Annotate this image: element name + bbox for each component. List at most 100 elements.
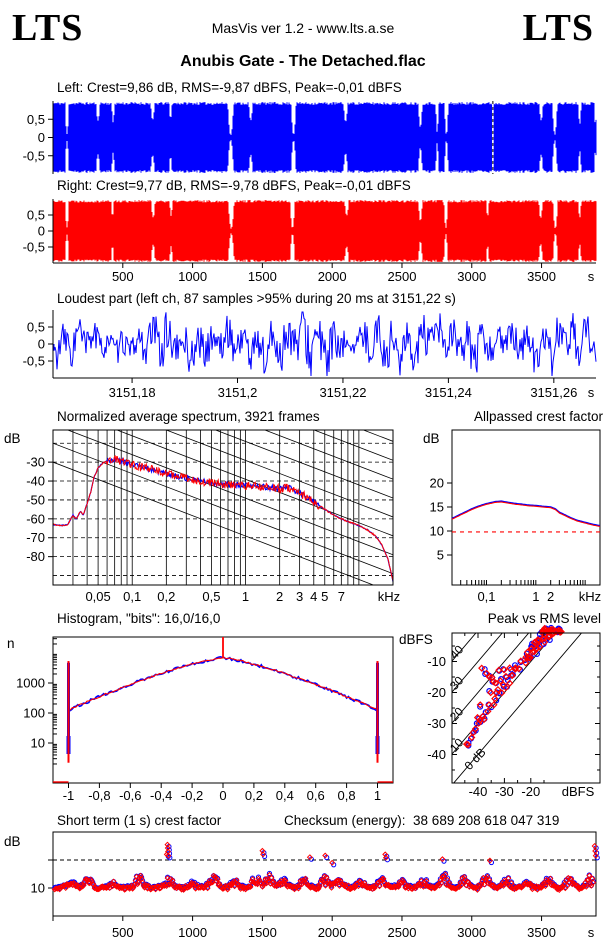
pvr-point-right [502,683,510,692]
right_wave-y-label: 0 [38,224,45,239]
short-term-spike-right [322,852,329,859]
pvr-point-right [552,627,560,635]
short-term-point-right [400,878,407,885]
pvr-point-right [506,679,514,687]
pvr-point-right [496,677,505,685]
short-term-point-right [164,875,171,882]
short-term-point-right [62,884,69,892]
short-term-spike-right [306,854,313,861]
pvr-point-right [490,701,498,709]
histogram-title: Histogram, "bits": 16,0/16,0 [57,611,221,626]
short-term-point-right [547,875,554,882]
pvr-x-label: -40 [469,784,488,799]
pvr-diagonal [452,633,556,755]
short-term-point-right [168,881,175,888]
short-term-x-label: 2500 [388,925,417,940]
left_wave-waveform [53,102,597,173]
pvr-x-label: -20 [521,784,540,799]
x-tick-label: 3151,18 [109,385,156,400]
short-term-point-right [301,877,308,884]
short-term-point-right [268,874,275,881]
pvr-diagonal [453,633,583,783]
spectrum-diagonal [214,430,393,499]
x-unit-label: s [588,385,595,400]
spectrum-x-label: 0,05 [85,589,110,604]
short-term-point-right [437,877,444,884]
pvr-point-right [478,664,486,672]
lts-logo-left: LTS [12,7,84,49]
short-term-point-right [80,882,87,889]
pvr-point-right [512,664,520,672]
spectrum-diagonals [53,430,393,585]
pvr-point-right [471,725,480,733]
short-term-point-right [457,879,464,886]
short-term-point-right [515,883,522,890]
short-term-point-right [261,880,268,887]
short-term-point-right [302,875,309,882]
spectrum-diagonal [362,430,393,442]
allpassed-y-label: 5 [437,548,444,563]
short-term-point-right [392,884,399,891]
spectrum-diagonal [165,430,393,518]
short-term-point-right [395,883,402,890]
spectrum-x-label: 0,1 [123,589,141,604]
short-term-point-left [266,870,273,877]
spectrum-x-label: 5 [321,589,328,604]
spectrum-diagonal [53,442,393,575]
short-term-point-right [129,885,136,892]
pvr-point-right [524,654,532,662]
masvis-version: MasVis ver 1.2 - www.lts.a.se [211,20,395,36]
pvr-point-right [534,636,542,644]
histogram-x-label: -0,6 [119,788,141,803]
short-term-point-right [460,878,467,886]
spectrum-x-label: 7 [338,589,345,604]
short-term-point-right [378,877,385,884]
x-tick-label: 3151,26 [530,385,577,400]
pvr-y-label: -20 [427,685,446,700]
short-term-point-right [263,880,270,887]
short-term-point-right [109,883,116,890]
pvr-diagonal [452,633,530,724]
short-term-frame [52,831,597,917]
allpassed-x-label: 1 [532,589,539,604]
pvr-x-unit: dBFS [562,784,595,799]
pvr-point-right [540,638,549,646]
short-term-point-right [441,875,448,882]
pvr-point-right [517,657,525,665]
x-tick-label: 3151,22 [319,385,366,400]
pvr-point-right [482,669,491,678]
spectrum-title: Normalized average spectrum, 3921 frames [57,409,320,424]
short-term-title: Short term (1 s) crest factor [57,813,222,828]
short-term-point-right [388,884,395,891]
short-term-point-right [280,878,287,885]
short-term-spike-right [439,856,446,863]
pvr-diagonal-label: 10 [447,735,467,755]
short-term-x-label: 1000 [178,925,207,940]
spectrum-x-label: 3 [296,589,303,604]
short-term-point-right [423,877,430,884]
allpassed-x-label: 0,1 [477,589,495,604]
short-term-point-right [566,879,573,886]
short-term-x-label: 1500 [248,925,277,940]
histogram-x-label: 0,6 [307,788,325,803]
spectrum-y-label: -40 [26,474,45,489]
short-term-point-right [574,882,581,889]
pvr-point-left [473,720,480,727]
pvr-x-label: -30 [495,784,514,799]
pvr-point-right [464,741,472,749]
x-tick-label: 2500 [388,269,417,284]
allpassed-y-label: 10 [430,524,444,539]
histogram-x-label: -0,4 [150,788,172,803]
spectrum-diagonal [53,461,375,585]
short-term-point-right [586,872,593,879]
short-term-point-right [325,878,332,885]
pvr-point-right [476,701,484,709]
loudest-part-title: Loudest part (left ch, 87 samples >95% d… [57,291,456,306]
pvr-y-label: -40 [427,747,446,762]
pvr-y-label: -30 [427,716,446,731]
pvr-point-left [482,709,489,716]
short-term-point-right [368,884,375,891]
pvr-point-right [487,689,495,697]
short-term-point-right [539,881,546,888]
short-term-x-unit: s [588,925,595,940]
